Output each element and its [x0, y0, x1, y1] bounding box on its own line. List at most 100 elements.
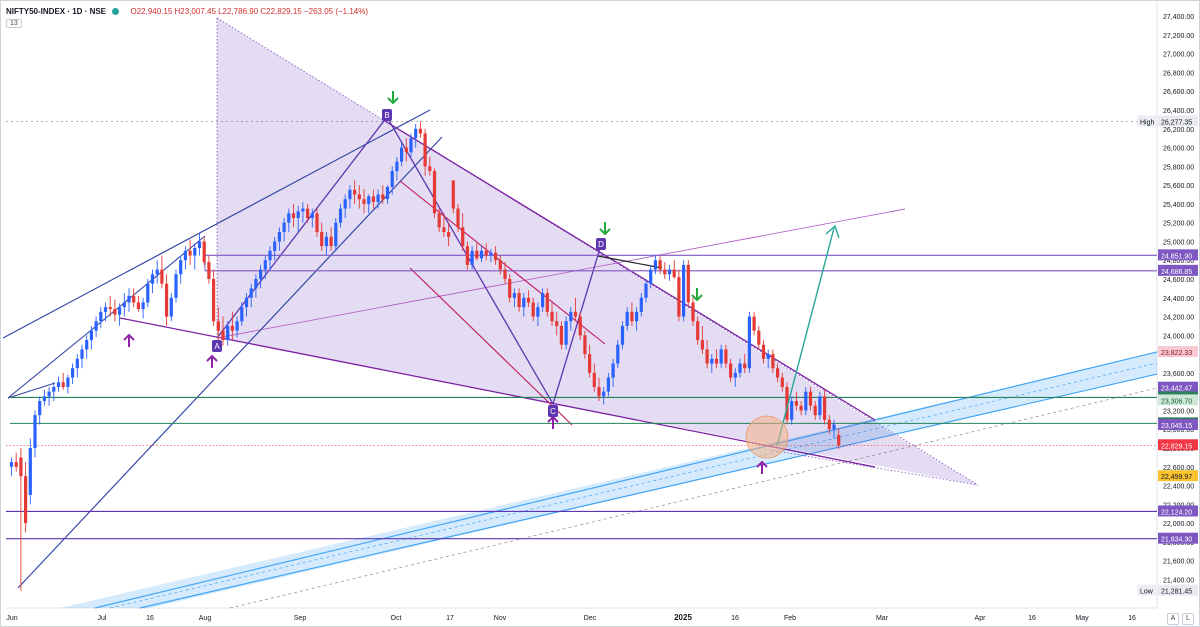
- candle: [447, 222, 451, 247]
- price-tag-bg: [1158, 264, 1198, 276]
- candle: [616, 340, 620, 369]
- candle: [672, 260, 676, 279]
- candle-body: [71, 368, 75, 378]
- candle-body: [287, 213, 291, 223]
- candle: [498, 255, 502, 275]
- candle: [465, 241, 469, 270]
- candle: [216, 307, 220, 341]
- candle-body: [428, 166, 432, 172]
- candle: [122, 293, 126, 317]
- candle-body: [113, 309, 117, 315]
- candle: [536, 302, 540, 326]
- candle: [28, 438, 32, 505]
- time-tick-label: 17: [446, 615, 454, 622]
- time-tick-label: Jun: [6, 615, 17, 622]
- price-tick-label: 24,000.00: [1163, 333, 1194, 340]
- candle: [357, 185, 361, 209]
- arrow-head-icon: [206, 354, 218, 362]
- log-scale-button[interactable]: L: [1182, 613, 1194, 625]
- price-tag: 24,851.90: [1158, 249, 1198, 260]
- candle-body: [733, 372, 737, 378]
- arrow-head-icon: [756, 460, 768, 468]
- candle: [118, 303, 122, 326]
- candle-body: [132, 295, 136, 303]
- price-tick-label: 24,800.00: [1163, 258, 1194, 265]
- candle: [710, 354, 714, 373]
- candle-body: [193, 248, 197, 256]
- time-axis[interactable]: Jun Jul 16 Aug Sep Oct 17 Nov Dec 2025 16 Feb Mar Apr…: [6, 613, 1136, 622]
- candle: [583, 330, 587, 359]
- price-tag-bg: [1158, 346, 1198, 358]
- candle: [573, 297, 578, 322]
- pattern-point-b: B: [382, 109, 392, 121]
- candle: [202, 236, 206, 265]
- candle-body: [837, 434, 841, 446]
- candle: [644, 278, 648, 303]
- time-tick-label: Mar: [876, 615, 889, 622]
- candle: [418, 121, 422, 139]
- candle: [165, 274, 169, 326]
- candle: [235, 316, 239, 338]
- candle-body: [597, 386, 601, 397]
- ohlc-values: O22,940.15 H23,007.45 L22,786.90 C22,829…: [130, 7, 369, 16]
- candle-body: [306, 208, 310, 218]
- candle: [75, 354, 79, 378]
- price-tick-label: 25,600.00: [1163, 183, 1194, 190]
- candle: [94, 316, 98, 338]
- candle-body: [89, 330, 93, 341]
- time-tick-label: Dec: [584, 615, 597, 622]
- candle-body: [85, 340, 89, 350]
- candle-body: [273, 241, 277, 251]
- price-tag-bg: [1158, 394, 1198, 406]
- price-tag-bg: [1158, 584, 1198, 596]
- candle: [56, 376, 61, 392]
- candle: [343, 194, 347, 218]
- price-tag-caption-bg: [1137, 115, 1157, 127]
- candle-body: [771, 354, 775, 369]
- candle-body: [230, 325, 234, 331]
- price-axis[interactable]: 27,400.00 27,200.00 27,000.00 26,800.00 26,6…: [1137, 14, 1198, 596]
- candle: [329, 227, 333, 251]
- candle-body: [122, 302, 126, 308]
- symbol-name[interactable]: NIFTY50-INDEX · 1D · NSE: [6, 7, 107, 16]
- indicator-count-badge[interactable]: 13: [6, 19, 22, 28]
- candle: [315, 208, 319, 237]
- candle: [738, 358, 742, 378]
- candle-body: [813, 405, 817, 416]
- candle-body: [390, 171, 394, 187]
- candle-body: [785, 386, 789, 420]
- candle: [334, 217, 338, 251]
- falling-channel-lower: [409, 267, 573, 426]
- candle-body: [559, 325, 563, 345]
- candle: [103, 302, 108, 322]
- candle-body: [470, 250, 474, 265]
- candle: [456, 203, 460, 233]
- candle-body: [461, 227, 465, 247]
- candle: [719, 344, 723, 369]
- auto-scale-button[interactable]: A: [1167, 613, 1179, 625]
- candle-body: [818, 396, 822, 416]
- dashed-trend-line: [229, 387, 1158, 609]
- candle: [9, 457, 14, 477]
- candle: [818, 391, 822, 420]
- target-arrow-line: [776, 227, 835, 447]
- candle-body: [400, 147, 404, 162]
- candle-body: [409, 138, 413, 153]
- candle-body: [61, 382, 65, 387]
- price-tick-label: 26,000.00: [1163, 146, 1194, 153]
- candle: [578, 311, 582, 341]
- price-tag: 23,306.70: [1158, 394, 1198, 406]
- candle-body: [348, 189, 352, 200]
- time-tick-label: Nov: [494, 615, 507, 622]
- candle-body: [324, 236, 328, 247]
- price-tag-text: 23,442.47: [1161, 386, 1192, 393]
- price-tag-caption: Low: [1140, 589, 1154, 596]
- candle: [24, 462, 28, 533]
- candle: [268, 246, 272, 270]
- candle: [390, 166, 394, 195]
- candle: [780, 372, 784, 392]
- time-tick-label: Sep: [294, 615, 307, 622]
- time-tick-label: Feb: [784, 615, 796, 622]
- candle-body: [620, 325, 625, 345]
